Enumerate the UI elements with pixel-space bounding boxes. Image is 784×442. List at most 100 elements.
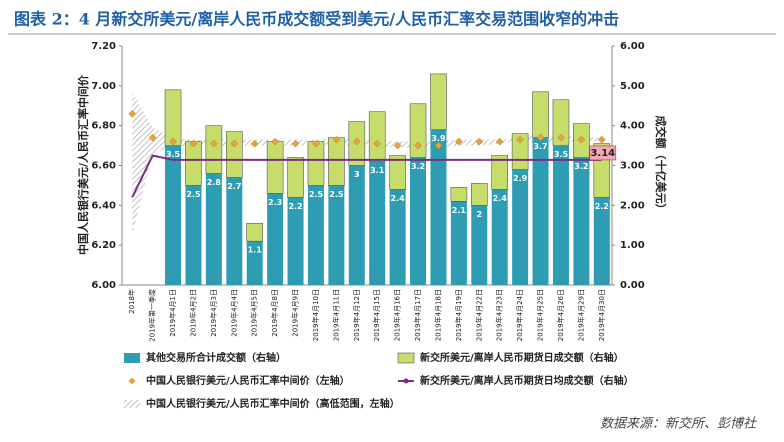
diamond [352, 137, 361, 146]
y-tick-label: 6.60 [91, 161, 116, 172]
diamond [455, 137, 463, 146]
bar [267, 193, 284, 285]
x-tick-label: 2019年4月23日 [495, 289, 504, 341]
diamond [393, 141, 402, 150]
y2-axis-label: 成交额（十亿美元） [654, 116, 668, 215]
x-tick-label: 2019年4月12日 [352, 289, 361, 341]
bar-value-label: 2.5 [186, 190, 201, 199]
y2-tick-label: 6.00 [620, 41, 645, 52]
bar [246, 241, 263, 285]
diamond [291, 139, 300, 148]
bar-value-label: 2.3 [268, 198, 282, 207]
y-tick-label: 6.80 [91, 121, 116, 132]
diamond [597, 135, 606, 144]
bar-value-label: 3.2 [574, 162, 588, 171]
x-tick-label: 2019年4月1日 [168, 289, 177, 337]
avg-line [131, 154, 602, 198]
source: 数据来源：新交所、彭博社 [600, 416, 757, 432]
diamond [271, 137, 279, 146]
bar-value-label: 2.7 [227, 182, 241, 191]
bar-value-label: 2.2 [595, 202, 609, 211]
x-tick-label: 2019年4月2日 [188, 289, 197, 337]
x-tick-label: 2019年4月25日 [536, 289, 545, 341]
bar [450, 201, 467, 285]
diamond [495, 137, 504, 146]
bar [225, 131, 243, 178]
bar [205, 125, 223, 174]
bar [368, 111, 386, 162]
bar [369, 161, 386, 285]
x-tick-label: 2019年4月30日 [597, 289, 606, 341]
diamond [332, 135, 341, 144]
x-tick-label: 2019年4月26日 [556, 289, 565, 341]
y2-tick-label: 1.00 [620, 240, 645, 251]
diamond [189, 139, 198, 148]
bar [410, 157, 427, 285]
bar-value-label: 2.9 [513, 174, 528, 183]
bar [307, 185, 324, 285]
legend-swatch [397, 352, 415, 364]
bar [573, 157, 590, 285]
legend-swatch [124, 353, 140, 363]
bar [409, 103, 427, 158]
bar [512, 169, 529, 285]
x-tick-label: 2019年4月8日 [270, 289, 279, 337]
bar-value-label: 2.8 [207, 178, 222, 187]
y2-tick-label: 3.00 [620, 161, 645, 172]
diamond [557, 133, 565, 142]
legend-label: 中国人民银行美元/人民币汇率中间价（高低范围，左轴） [146, 397, 400, 410]
legend-label: 中国人民银行美元/人民币汇率中间价（左轴） [146, 374, 350, 387]
bar [450, 187, 468, 202]
bar [389, 155, 406, 190]
diamond [169, 137, 177, 146]
end-label-box [589, 145, 617, 161]
y2-tick-label: 0.00 [620, 280, 645, 291]
diamond [373, 139, 382, 148]
y-axis-label: 中国人民银行美元/人民币汇率中间价 [76, 74, 90, 255]
x-tick-label: 2019年第一季度 [148, 289, 157, 342]
bar [470, 183, 488, 206]
x-tick-label: 2019年4月19日 [454, 289, 463, 341]
chart-title: 图表 2：4 月新交所美元/离岸人民币成交额受到美元/人民币汇率交易范围收窄的冲… [14, 10, 619, 29]
bar [552, 99, 570, 146]
x-tick-label: 2018年 [127, 289, 136, 314]
y2-tick-label: 4.00 [620, 121, 645, 132]
bar-value-label: 2.4 [391, 194, 406, 203]
bar-value-label: 3.5 [554, 150, 569, 159]
x-tick-label: 2019年4月16日 [393, 289, 402, 341]
x-tick-label: 2019年4月5日 [250, 289, 259, 337]
diamond [536, 133, 545, 142]
bar [491, 189, 508, 285]
legend-label: 其他交易所合计成交额（右轴） [146, 351, 286, 364]
bar [287, 197, 304, 285]
diamond [414, 141, 422, 150]
x-tick-label: 2019年4月4日 [229, 289, 238, 337]
y-tick-label: 6.20 [91, 240, 116, 251]
bar [532, 137, 549, 285]
y-tick-label: 7.00 [91, 81, 116, 92]
y-tick-label: 6.40 [91, 200, 116, 211]
bar-value-label: 2 [477, 210, 483, 219]
diamond [148, 133, 157, 142]
y2-tick-label: 5.00 [620, 81, 645, 92]
diamond [516, 135, 524, 144]
bar [389, 189, 406, 285]
legend-label: 新交所美元/离岸人民币期货日成交额（右轴） [420, 351, 624, 364]
bar [430, 129, 447, 285]
bar [164, 89, 182, 146]
bar [328, 185, 345, 285]
bar [491, 155, 509, 190]
x-tick-label: 2019年4月9日 [291, 289, 300, 337]
bar [165, 145, 182, 285]
bar [593, 197, 610, 285]
end-label: 3.14 [590, 148, 615, 159]
bar [348, 165, 365, 285]
bar-value-label: 1.1 [248, 246, 263, 255]
x-tick-label: 2019年4月11日 [331, 289, 340, 341]
diamond [577, 135, 586, 144]
legend-label: 新交所美元/离岸人民币期货日均成交额（右轴） [420, 374, 634, 387]
x-tick-label: 2019年4月22日 [474, 289, 483, 341]
bar-value-label: 2.5 [329, 190, 344, 199]
bar [246, 222, 264, 242]
